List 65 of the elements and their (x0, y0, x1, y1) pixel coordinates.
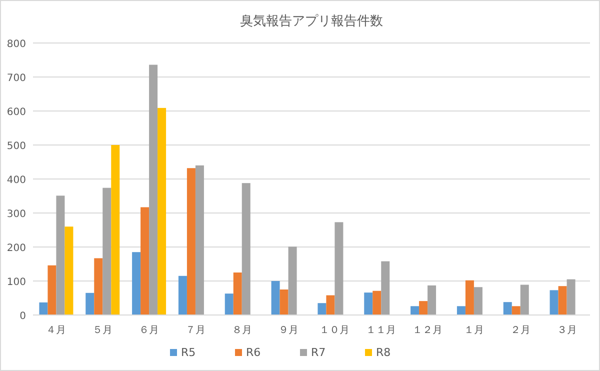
bar (465, 280, 474, 315)
bar (64, 226, 74, 315)
bar (140, 207, 150, 315)
bar (381, 261, 390, 315)
y-tick-label: 200 (6, 243, 26, 254)
legend-label: R6 (246, 346, 261, 359)
bar (364, 292, 373, 315)
bar (428, 285, 436, 315)
legend-label: R5 (181, 346, 196, 359)
bar (280, 290, 288, 315)
bar (242, 183, 250, 315)
bar (512, 306, 520, 315)
bar (149, 64, 158, 315)
bar (39, 302, 48, 315)
bar (233, 272, 242, 315)
x-tick-label: １０月 (320, 325, 350, 336)
y-tick-label: 600 (6, 107, 26, 118)
bar (86, 292, 94, 315)
x-tick-label: １１月 (366, 325, 396, 336)
bar (318, 303, 326, 315)
bar (550, 290, 558, 315)
bar (94, 258, 103, 315)
x-tick-label: １月 (464, 325, 484, 336)
y-tick-label: 100 (6, 277, 26, 288)
legend-label: R8 (376, 346, 391, 359)
y-tick-label: 0 (20, 311, 26, 322)
bar (419, 301, 428, 315)
x-tick-label: ３月 (556, 325, 577, 336)
bar (132, 252, 141, 315)
bar (372, 290, 382, 315)
x-tick-label: １２月 (412, 325, 443, 336)
y-tick-label: 300 (6, 209, 26, 220)
bar (288, 246, 297, 315)
bar (326, 295, 335, 315)
bar (195, 165, 204, 315)
y-tick-label: 800 (6, 39, 26, 50)
bar (48, 265, 56, 315)
chart-title: 臭気報告アプリ報告件数 (240, 14, 383, 29)
bar (178, 276, 187, 315)
bar (102, 188, 112, 315)
bar (520, 284, 529, 315)
bar (56, 196, 65, 315)
x-tick-label: ２月 (510, 325, 530, 336)
y-tick-label: 700 (6, 73, 26, 84)
bar (558, 286, 567, 315)
bar (334, 222, 344, 315)
x-tick-label: ９月 (278, 325, 298, 336)
x-tick-label: ６月 (139, 325, 160, 336)
bar (158, 108, 166, 315)
legend-label: R7 (311, 346, 326, 359)
bar (456, 306, 466, 315)
bar (474, 287, 482, 315)
y-tick-label: 500 (6, 141, 26, 152)
bar (111, 145, 120, 315)
bar (503, 302, 512, 315)
bar (186, 168, 196, 315)
y-tick-label: 400 (6, 175, 26, 186)
x-tick-label: ７月 (185, 325, 206, 336)
x-tick-label: ４月 (46, 325, 66, 336)
bar (224, 294, 234, 315)
bar (566, 279, 576, 315)
bar (410, 306, 420, 315)
x-tick-label: ５月 (92, 325, 113, 336)
bar (271, 281, 280, 315)
x-tick-label: ８月 (232, 325, 252, 336)
